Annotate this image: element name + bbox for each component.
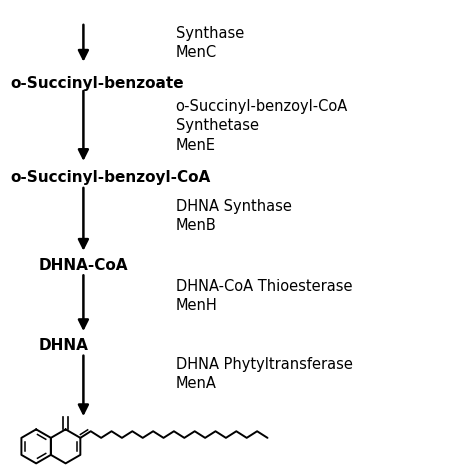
Text: o-Succinyl-benzoyl-CoA: o-Succinyl-benzoyl-CoA: [10, 171, 210, 185]
Text: DHNA: DHNA: [38, 338, 88, 353]
Text: DHNA Phytyltransferase
MenA: DHNA Phytyltransferase MenA: [175, 357, 353, 391]
Text: o-Succinyl-benzoyl-CoA
Synthetase
MenE: o-Succinyl-benzoyl-CoA Synthetase MenE: [175, 99, 348, 153]
Text: DHNA-CoA: DHNA-CoA: [38, 258, 128, 273]
Text: Synthase
MenC: Synthase MenC: [175, 26, 244, 60]
Text: DHNA Synthase
MenB: DHNA Synthase MenB: [175, 199, 292, 233]
Text: DHNA-CoA Thioesterase
MenH: DHNA-CoA Thioesterase MenH: [175, 279, 352, 313]
Text: o-Succinyl-benzoate: o-Succinyl-benzoate: [10, 76, 184, 91]
